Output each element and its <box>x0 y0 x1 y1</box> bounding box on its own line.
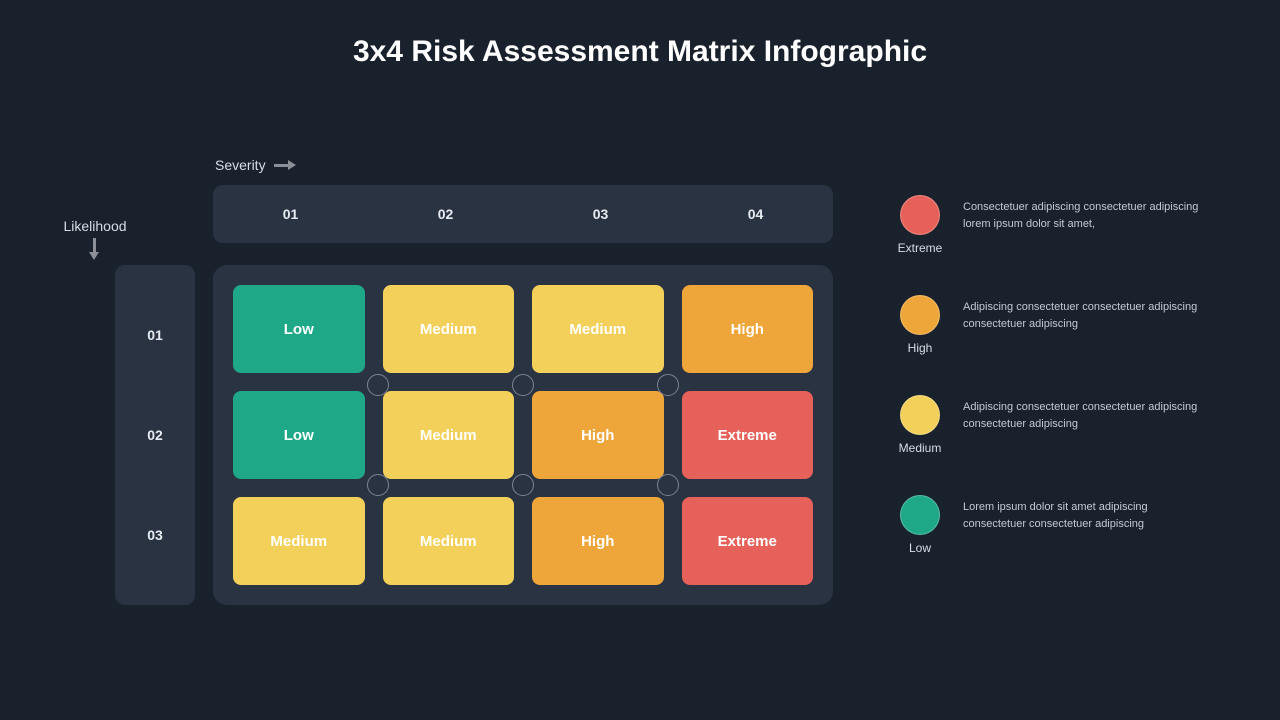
grid-node-icon <box>657 474 679 496</box>
legend-swatch-wrap: High <box>895 295 945 355</box>
legend-item: High Adipiscing consectetuer consectetuer… <box>895 295 1225 355</box>
matrix-cell: Low <box>233 391 365 479</box>
grid-node-icon <box>657 374 679 396</box>
legend-description: Lorem ipsum dolor sit amet adipiscing co… <box>963 495 1203 532</box>
legend-label: Medium <box>899 441 942 455</box>
col-header-2: 02 <box>368 185 523 243</box>
matrix-cell: Extreme <box>682 497 814 585</box>
legend-label: Extreme <box>898 241 943 255</box>
severity-axis-label: Severity <box>215 157 298 173</box>
arrow-right-icon <box>274 161 298 169</box>
matrix-grid: LowMediumMediumHighLowMediumHighExtremeM… <box>233 285 813 585</box>
grid-panel: LowMediumMediumHighLowMediumHighExtremeM… <box>213 265 833 605</box>
matrix-cell: Low <box>233 285 365 373</box>
legend-label: Low <box>909 541 931 555</box>
matrix-cell: Medium <box>383 391 515 479</box>
legend-item: Low Lorem ipsum dolor sit amet adipiscing… <box>895 495 1225 555</box>
grid-node-icon <box>367 474 389 496</box>
matrix-cell: High <box>532 497 664 585</box>
legend: Extreme Consectetuer adipiscing consectet… <box>895 140 1225 555</box>
legend-swatch-icon <box>900 495 940 535</box>
col-header-1: 01 <box>213 185 368 243</box>
grid-node-icon <box>512 374 534 396</box>
arrow-down-icon <box>90 238 100 262</box>
matrix-cell: High <box>532 391 664 479</box>
matrix-cell: Extreme <box>682 391 814 479</box>
col-header-4: 04 <box>678 185 833 243</box>
column-header-bar: 01 02 03 04 <box>213 185 833 243</box>
likelihood-axis-label: Likelihood <box>35 218 155 265</box>
row-header-3: 03 <box>115 485 195 585</box>
likelihood-text: Likelihood <box>63 218 126 234</box>
matrix-cell: Medium <box>532 285 664 373</box>
legend-description: Adipiscing consectetuer consectetuer adi… <box>963 295 1203 332</box>
legend-description: Adipiscing consectetuer consectetuer adi… <box>963 395 1203 432</box>
content-area: Severity Likelihood 01 02 03 04 01 02 03… <box>105 140 1225 555</box>
grid-node-icon <box>512 474 534 496</box>
legend-swatch-icon <box>900 395 940 435</box>
legend-swatch-wrap: Medium <box>895 395 945 455</box>
severity-text: Severity <box>215 157 266 173</box>
row-header-1: 01 <box>115 285 195 385</box>
page-title: 3x4 Risk Assessment Matrix Infographic <box>0 0 1280 69</box>
row-header-2: 02 <box>115 385 195 485</box>
legend-swatch-icon <box>900 295 940 335</box>
row-header-bar: 01 02 03 <box>115 265 195 605</box>
legend-swatch-wrap: Low <box>895 495 945 555</box>
grid-node-icon <box>367 374 389 396</box>
matrix-zone: Severity Likelihood 01 02 03 04 01 02 03… <box>105 140 845 555</box>
legend-label: High <box>908 341 933 355</box>
legend-item: Medium Adipiscing consectetuer consectetu… <box>895 395 1225 455</box>
matrix-cell: Medium <box>233 497 365 585</box>
legend-item: Extreme Consectetuer adipiscing consectet… <box>895 195 1225 255</box>
legend-swatch-icon <box>900 195 940 235</box>
matrix-cell: High <box>682 285 814 373</box>
matrix-cell: Medium <box>383 497 515 585</box>
col-header-3: 03 <box>523 185 678 243</box>
legend-description: Consectetuer adipiscing consectetuer adi… <box>963 195 1203 232</box>
legend-swatch-wrap: Extreme <box>895 195 945 255</box>
matrix-cell: Medium <box>383 285 515 373</box>
